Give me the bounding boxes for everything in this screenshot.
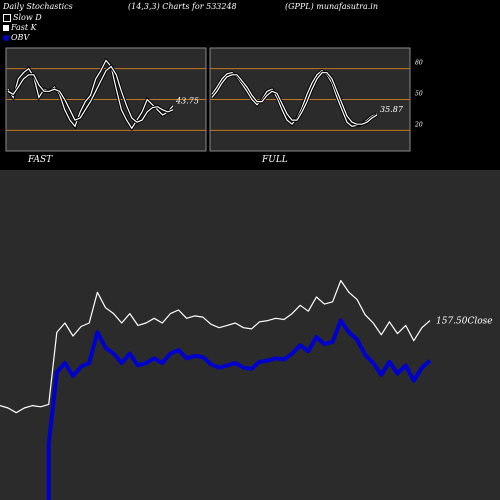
fast-series-0 (7, 59, 174, 130)
price-panel-frame (0, 170, 500, 500)
obv-line (46, 318, 432, 500)
legend-swatch-obv (3, 35, 9, 41)
full-panel: 80 50 20 35.87 FULL (209, 47, 423, 165)
legend-label-fast-k: Fast K (11, 23, 37, 32)
price-series (0, 279, 432, 500)
full-level-lines (210, 68, 410, 131)
full-tick-labels: 80 50 20 (414, 60, 423, 129)
full-tick-20: 20 (414, 121, 423, 128)
full-tick-50: 50 (415, 91, 423, 98)
full-series (210, 68, 378, 129)
full-series-1 (211, 72, 378, 125)
legend-obv: OBV (3, 33, 29, 42)
legend-swatch-slow-d (3, 14, 11, 22)
legend-slow-d: Slow D (3, 13, 42, 22)
price-panel: 157.50Close (0, 170, 500, 500)
legend-label-obv: OBV (11, 33, 30, 42)
price-line (0, 279, 431, 414)
close-value-label: 157.50Close (436, 317, 493, 327)
fast-series (6, 57, 175, 132)
chart-params: (14,3,3) Charts for 533248 (128, 2, 237, 11)
fast-last-value: 43.75 (175, 97, 199, 106)
fast-panel-label: FAST (27, 155, 53, 165)
legend-swatch-fast-k (3, 25, 9, 31)
legend-fast-k: Fast K (3, 23, 37, 32)
full-tick-80: 80 (415, 60, 423, 67)
full-panel-label: FULL (261, 155, 288, 165)
chart-symbol: (GPPL) munafasutra.in (285, 2, 378, 11)
chart-title: Daily Stochastics (3, 2, 73, 11)
legend-label-slow-d: Slow D (13, 13, 42, 22)
fast-series-1 (7, 65, 174, 123)
full-last-value: 35.87 (380, 105, 404, 114)
